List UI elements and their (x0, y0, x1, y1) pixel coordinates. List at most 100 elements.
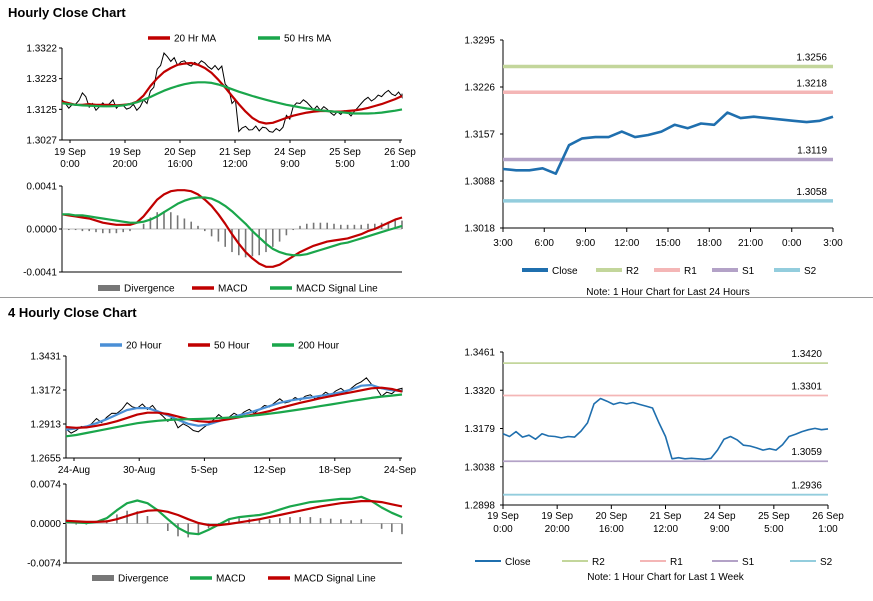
four_hourly_levels-x-tick-label: 26 Sep (812, 511, 844, 522)
four_hourly_levels-y-tick-label: 1.3038 (464, 462, 495, 473)
hourly_price-x-tick-label: 21 Sep (219, 147, 251, 158)
hourly_price-x-tick-label: 25 Sep (329, 147, 361, 158)
four_hourly_levels-x-tick-label: 19 Sep (541, 511, 573, 522)
four_hourly_levels-x-tick-label: 12:00 (653, 524, 678, 535)
hourly_macd-macd-line (61, 189, 403, 268)
four_hourly_macd-signal-line (65, 500, 403, 527)
four_hourly_price-ma-line (65, 386, 403, 429)
hourly_levels-legend-label: S2 (804, 266, 817, 277)
hourly_levels-x-tick-label: 3:00 (493, 238, 513, 249)
four_hourly_macd-y-tick-label: 0.0074 (30, 480, 61, 491)
four_hourly_macd-legend-label: MACD (216, 574, 245, 585)
four_hourly_levels-x-tick-label: 16:00 (599, 524, 624, 535)
hourly_levels-x-tick-label: 18:00 (697, 238, 722, 249)
four_hourly_levels-y-tick-label: 1.3320 (464, 386, 495, 397)
hourly_price-x-tick-label: 12:00 (222, 159, 247, 170)
four_hourly_price-legend-label: 50 Hour (214, 341, 250, 352)
four_hourly_levels-level-label: 1.3059 (791, 447, 822, 458)
hourly_levels-legend-label: R2 (626, 266, 639, 277)
hourly_price-y-tick-label: 1.3027 (26, 136, 57, 147)
four_hourly_macd-macd-line (65, 495, 403, 536)
four_hourly_levels-x-tick-label: 0:00 (493, 524, 513, 535)
hourly_levels-note: Note: 1 Hour Chart for Last 24 Hours (586, 287, 749, 298)
hourly_levels-y-tick-label: 1.3157 (464, 130, 495, 141)
hourly_price-x-tick-label: 20:00 (112, 159, 137, 170)
four_hourly_price-y-tick-label: 1.3172 (30, 386, 61, 397)
section-divider (0, 297, 873, 298)
four_hourly_price-legend-label: 20 Hour (126, 341, 162, 352)
hourly_price-x-tick-label: 16:00 (167, 159, 192, 170)
four_hourly_levels-legend-label: R2 (592, 557, 605, 568)
hourly_price-x-tick-label: 19 Sep (109, 147, 141, 158)
four_hourly_levels-level-label: 1.3420 (791, 349, 822, 360)
hourly_levels-y-tick-label: 1.3226 (464, 83, 495, 94)
hourly_price-y-tick-label: 1.3223 (26, 74, 57, 85)
four_hourly_macd-y-tick-label: 0.0000 (30, 519, 61, 530)
hourly_price-x-tick-label: 19 Sep (54, 147, 86, 158)
four_hourly_levels-x-tick-label: 9:00 (710, 524, 730, 535)
hourly_price-y-tick-label: 1.3322 (26, 44, 57, 55)
hourly_macd-y-tick-label: 0.0041 (26, 182, 57, 193)
hourly_macd-legend-label: MACD Signal Line (296, 284, 378, 295)
four_hourly_levels-note: Note: 1 Hour Chart for Last 1 Week (587, 572, 745, 583)
hourly_price-x-tick-label: 26 Sep (384, 147, 416, 158)
four_hourly_levels-y-tick-label: 1.2898 (464, 501, 495, 512)
four_hourly_levels-x-tick-label: 1:00 (818, 524, 838, 535)
four_hourly_levels-x-tick-label: 20 Sep (595, 511, 627, 522)
hourly_levels-x-tick-label: 15:00 (655, 238, 680, 249)
four_hourly_levels-x-tick-label: 24 Sep (704, 511, 736, 522)
hourly_levels-legend-label: Close (552, 266, 578, 277)
four_hourly_macd-legend-swatch (92, 575, 114, 581)
hourly_levels-level-label: 1.3119 (797, 145, 827, 156)
hourly_price-x-tick-label: 24 Sep (274, 147, 306, 158)
hourly_levels-x-tick-label: 12:00 (614, 238, 639, 249)
hourly_levels-x-tick-label: 3:00 (823, 238, 843, 249)
four_hourly_levels-legend-label: Close (505, 557, 531, 568)
four_hourly_price-y-tick-label: 1.3431 (30, 352, 61, 363)
four_hourly_levels-y-tick-label: 1.3179 (464, 424, 495, 435)
hourly_price-x-tick-label: 0:00 (60, 159, 80, 170)
hourly_levels-x-tick-label: 6:00 (535, 238, 555, 249)
hourly_price-x-tick-label: 5:00 (335, 159, 355, 170)
four_hourly_levels-level-label: 1.2936 (791, 481, 822, 492)
hourly_levels-legend-label: R1 (684, 266, 697, 277)
hourly_macd-legend-swatch (98, 285, 120, 291)
hourly_levels-y-tick-label: 1.3295 (464, 36, 495, 47)
hourly_levels-x-tick-label: 9:00 (576, 238, 596, 249)
hourly_price-legend-label: 20 Hr MA (174, 34, 217, 45)
four_hourly_price-x-tick-label: 18-Sep (319, 465, 352, 476)
four_hourly_price-y-tick-label: 1.2655 (30, 454, 61, 465)
four_hourly_macd-y-tick-label: -0.0074 (27, 559, 61, 570)
hourly_levels-legend-label: S1 (742, 266, 755, 277)
four_hourly_levels-legend-label: R1 (670, 557, 683, 568)
four_hourly_levels-legend-label: S1 (742, 557, 755, 568)
hourly_macd-signal-line (62, 196, 403, 257)
four_hourly_levels-x-tick-label: 20:00 (545, 524, 570, 535)
four-hourly-section-title: 4 Hourly Close Chart (8, 305, 137, 320)
four_hourly_levels-legend-label: S2 (820, 557, 833, 568)
four_hourly_price-x-tick-label: 24-Aug (58, 465, 90, 476)
four_hourly_macd-legend-label: Divergence (118, 574, 169, 585)
hourly_levels-x-tick-label: 21:00 (738, 238, 763, 249)
four_hourly_price-legend-label: 200 Hour (298, 341, 340, 352)
hourly_price-x-tick-label: 9:00 (280, 159, 300, 170)
four_hourly_price-x-tick-label: 12-Sep (253, 465, 286, 476)
four_hourly_price-ma-line (65, 393, 403, 438)
hourly_price-y-tick-label: 1.3125 (26, 105, 57, 116)
four_hourly_price-x-tick-label: 24-Sep (384, 465, 417, 476)
hourly_price-x-tick-label: 1:00 (390, 159, 410, 170)
four_hourly_levels-level-label: 1.3301 (791, 381, 822, 392)
hourly_macd-y-tick-label: -0.0041 (23, 268, 57, 279)
hourly_levels-y-tick-label: 1.3088 (464, 177, 495, 188)
hourly_macd-legend-label: Divergence (124, 284, 175, 295)
hourly_macd-y-tick-label: 0.0000 (26, 225, 57, 236)
hourly_macd-legend-label: MACD (218, 284, 247, 295)
hourly-section-title: Hourly Close Chart (8, 5, 126, 20)
hourly_levels-level-label: 1.3256 (796, 52, 827, 63)
four_hourly_levels-close-line (502, 397, 829, 461)
four_hourly_levels-x-tick-label: 5:00 (764, 524, 784, 535)
four_hourly_macd-legend-label: MACD Signal Line (294, 574, 376, 585)
hourly_price-price-line (61, 51, 403, 133)
hourly_price-ma-line (61, 81, 403, 115)
